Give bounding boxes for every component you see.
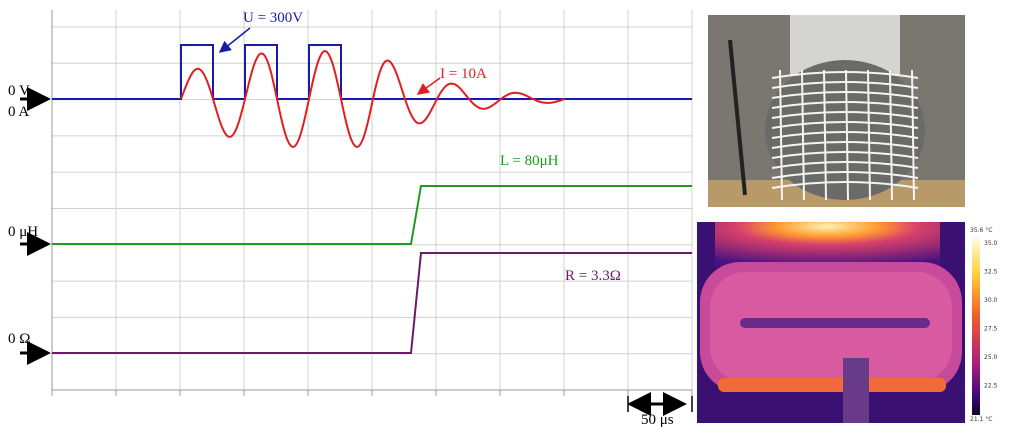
current-trace [180, 49, 566, 149]
colorbar-tick: 22.5 [984, 383, 998, 390]
pointer [416, 77, 441, 95]
tie [779, 69, 783, 201]
thermal-photo [697, 222, 965, 423]
colorbar-tick: 35.0 [984, 240, 998, 247]
tie [801, 69, 805, 201]
tie [867, 69, 871, 201]
winding [771, 81, 919, 89]
grid [52, 10, 693, 391]
voltage-trace [52, 44, 692, 100]
zero-label: 0 Ω [8, 331, 30, 347]
colorbar-max: 35.6 °C [970, 227, 992, 234]
colorbar-tick: 25.0 [984, 354, 998, 361]
resistance-label: R = 3.3Ω [565, 268, 621, 284]
resistance-trace [52, 252, 692, 354]
voltage-label: U = 300V [243, 10, 303, 26]
inductance-trace [52, 185, 692, 245]
winding [771, 171, 919, 179]
colorbar [972, 237, 980, 415]
winding [771, 181, 919, 189]
zero-label: 0 μH [8, 224, 38, 240]
winding [771, 131, 919, 139]
pointer [218, 27, 251, 53]
colorbar-tick: 30.0 [984, 297, 998, 304]
winding [771, 111, 919, 119]
inductance-label: L = 80μH [500, 153, 559, 169]
tie [845, 69, 849, 201]
winding [771, 151, 919, 159]
colorbar-min: 21.1 °C [970, 416, 992, 423]
winding [771, 91, 919, 99]
winding [771, 161, 919, 169]
tie [889, 69, 893, 201]
winding [771, 101, 919, 109]
winding [771, 121, 919, 129]
tie [911, 69, 915, 201]
timescale-label: 50 μs [641, 412, 674, 427]
colorbar-tick: 27.5 [984, 326, 998, 333]
winding [771, 71, 919, 79]
zero-label: 0 V [8, 83, 30, 99]
colorbar-tick: 32.5 [984, 269, 998, 276]
zero-label: 0 A [8, 104, 29, 120]
tie [823, 69, 827, 201]
winding [771, 141, 919, 149]
coil-photo [708, 15, 965, 207]
current-label: I = 10A [440, 66, 487, 82]
